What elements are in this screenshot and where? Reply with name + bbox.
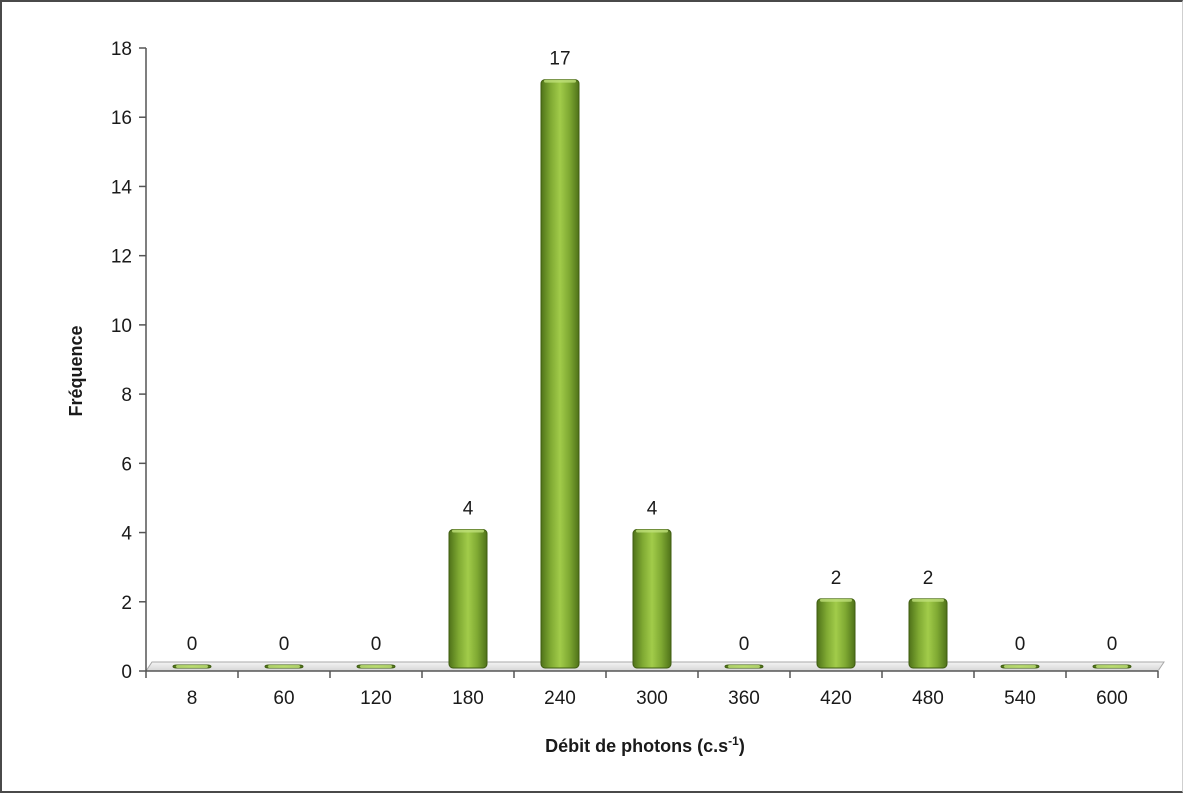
y-tick-label: 0 <box>121 662 132 683</box>
y-tick-label: 8 <box>121 385 132 406</box>
data-label: 0 <box>1015 634 1026 655</box>
bar <box>448 529 488 669</box>
bar <box>632 529 672 669</box>
x-axis: 8 60 120 180 240 300 360 420 480 540 600 <box>145 670 1159 709</box>
y-tick-label: 14 <box>111 177 133 198</box>
x-tick-label: 120 <box>360 688 392 709</box>
x-axis-title: Débit de photons (c.s-1) <box>545 734 745 756</box>
bar <box>172 664 212 669</box>
bar <box>356 664 396 669</box>
x-tick-label: 600 <box>1096 688 1128 709</box>
data-label: 2 <box>831 568 842 589</box>
x-tick-label: 240 <box>544 688 576 709</box>
bar <box>816 598 856 669</box>
x-tick-label: 480 <box>912 688 944 709</box>
data-label: 17 <box>549 49 570 70</box>
bar <box>264 664 304 669</box>
bar <box>1092 664 1132 669</box>
bar <box>724 664 764 669</box>
data-label: 2 <box>923 568 934 589</box>
y-tick-label: 12 <box>111 247 132 268</box>
bar <box>540 79 580 669</box>
bar <box>1000 664 1040 669</box>
x-tick-label: 300 <box>636 688 668 709</box>
y-tick-label: 10 <box>111 316 132 337</box>
data-label: 4 <box>647 499 658 520</box>
x-tick-label: 180 <box>452 688 484 709</box>
data-label: 0 <box>279 634 290 655</box>
y-tick-label: 6 <box>121 454 132 475</box>
y-axis-title: Fréquence <box>66 325 86 416</box>
x-tick-label: 420 <box>820 688 852 709</box>
bars <box>172 79 1132 669</box>
y-tick-label: 16 <box>111 108 132 129</box>
x-tick-label: 60 <box>273 688 294 709</box>
y-tick-label: 4 <box>121 524 132 545</box>
y-tick-label: 18 <box>111 39 132 60</box>
bar <box>908 598 948 669</box>
data-label: 0 <box>739 634 750 655</box>
x-tick-label: 540 <box>1004 688 1036 709</box>
y-axis: 0 2 4 6 8 10 12 14 16 18 <box>111 39 147 683</box>
data-label: 0 <box>371 634 382 655</box>
data-label: 0 <box>187 634 198 655</box>
data-label: 4 <box>463 499 474 520</box>
x-tick-label: 8 <box>187 688 198 709</box>
data-label: 0 <box>1107 634 1118 655</box>
x-tick-label: 360 <box>728 688 760 709</box>
data-labels: 0 0 0 4 17 4 0 2 2 0 0 <box>187 49 1118 655</box>
y-tick-label: 2 <box>121 593 132 614</box>
